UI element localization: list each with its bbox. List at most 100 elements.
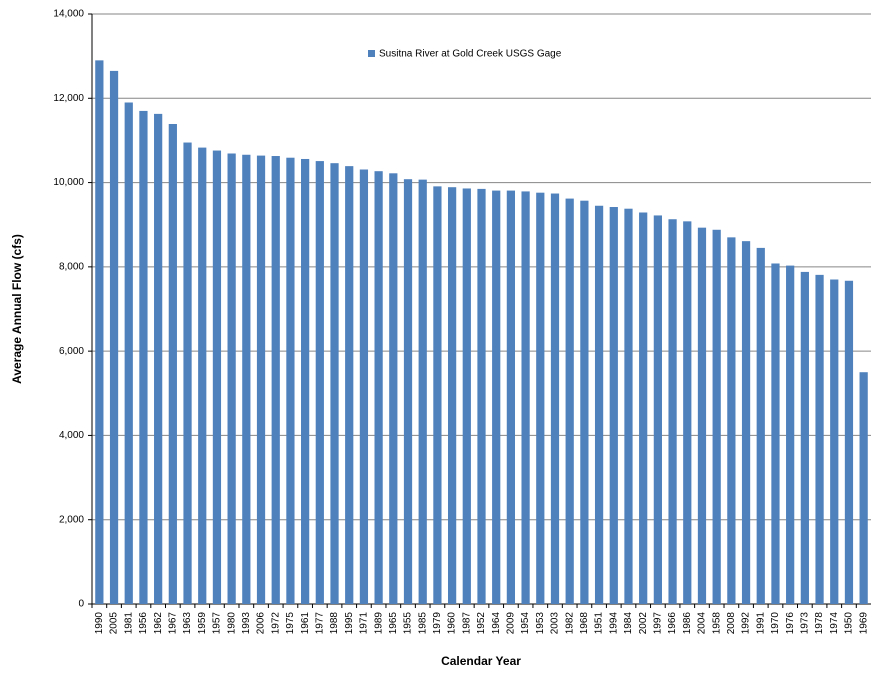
x-tick-label: 1957 [212, 612, 223, 635]
x-tick-label: 1995 [344, 612, 355, 635]
y-tick-label: 6,000 [59, 346, 84, 357]
bar [815, 274, 824, 604]
x-tick-label: 1959 [197, 612, 208, 635]
x-tick-label: 1976 [785, 612, 796, 635]
legend-label: Susitna River at Gold Creek USGS Gage [379, 49, 562, 60]
bar [653, 215, 662, 604]
bar [95, 60, 104, 605]
x-tick-label: 1986 [682, 612, 693, 635]
bar [433, 186, 442, 604]
bar [565, 198, 574, 605]
bar [124, 102, 133, 604]
bar [609, 207, 618, 604]
x-tick-label: 1972 [270, 612, 281, 635]
bar [536, 192, 545, 604]
bar [139, 110, 148, 604]
x-tick-label: 1981 [123, 612, 134, 635]
bar [492, 190, 501, 605]
x-tick-label: 1978 [814, 612, 825, 635]
x-tick-label: 2009 [506, 612, 517, 635]
x-tick-label: 1990 [94, 612, 105, 635]
bar [800, 271, 809, 604]
bar [447, 187, 457, 604]
y-tick-label: 14,000 [53, 9, 84, 20]
bar [345, 166, 354, 604]
bar [359, 169, 369, 604]
x-tick-label: 2004 [697, 612, 708, 635]
bar [683, 221, 692, 605]
x-tick-label: 1964 [491, 612, 502, 635]
bar [859, 372, 868, 604]
x-tick-label: 1979 [432, 612, 443, 635]
bar [580, 200, 589, 604]
bar [727, 237, 736, 604]
bar [154, 113, 163, 604]
x-axis-title: Calendar Year [441, 654, 521, 668]
x-tick-label: 1992 [741, 612, 752, 635]
x-tick-label: 1971 [359, 612, 370, 635]
bar [315, 161, 324, 605]
bar [330, 163, 339, 604]
bar [786, 265, 795, 604]
bar [286, 157, 295, 604]
bar [697, 227, 707, 604]
bar [301, 158, 310, 604]
bar [756, 247, 765, 604]
y-tick-label: 4,000 [59, 430, 84, 441]
bar [242, 154, 251, 604]
x-tick-label: 1991 [755, 612, 766, 635]
x-tick-label: 2005 [109, 612, 120, 635]
x-tick-label: 1962 [153, 612, 164, 635]
x-tick-label: 1988 [329, 612, 340, 635]
x-tick-label: 1963 [182, 612, 193, 635]
x-tick-label: 1994 [608, 612, 619, 635]
bar [550, 193, 560, 604]
bar [639, 212, 648, 604]
x-tick-label: 1951 [594, 612, 605, 635]
legend-swatch [368, 50, 375, 57]
bar [389, 173, 398, 605]
y-tick-label: 0 [78, 599, 84, 610]
bar [462, 188, 471, 604]
bar [506, 190, 516, 605]
x-tick-label: 2002 [638, 612, 649, 635]
x-tick-label: 1968 [579, 612, 590, 635]
bar [198, 147, 207, 605]
bar [183, 142, 192, 605]
x-tick-label: 1967 [167, 612, 178, 635]
x-tick-label: 1958 [711, 612, 722, 635]
bar [168, 123, 177, 604]
bar [830, 279, 839, 604]
x-tick-label: 1973 [799, 612, 810, 635]
y-axis-title: Average Annual Flow (cfs) [10, 234, 24, 384]
y-tick-label: 12,000 [53, 93, 84, 104]
bar [668, 219, 677, 604]
bar [271, 156, 280, 604]
x-tick-label: 1997 [653, 612, 664, 635]
x-tick-label: 1975 [285, 612, 296, 635]
x-tick-label: 1970 [770, 612, 781, 635]
x-tick-label: 1974 [829, 612, 840, 635]
x-tick-label: 1993 [241, 612, 252, 635]
bar [256, 155, 266, 604]
x-tick-label: 1982 [564, 612, 575, 635]
bar [741, 241, 751, 604]
x-tick-label: 1977 [314, 612, 325, 635]
bar [418, 179, 427, 604]
x-tick-label: 1956 [138, 612, 149, 635]
bar [374, 171, 383, 604]
x-tick-label: 1987 [461, 612, 472, 635]
bar [712, 229, 721, 604]
bar [594, 205, 604, 604]
x-tick-label: 1969 [858, 612, 869, 635]
x-tick-label: 1985 [417, 612, 428, 635]
bar [403, 179, 413, 604]
x-tick-label: 2008 [726, 612, 737, 635]
bar [109, 70, 119, 604]
bar [477, 188, 486, 604]
y-tick-label: 10,000 [53, 177, 84, 188]
x-tick-label: 1955 [403, 612, 414, 635]
x-tick-label: 1966 [667, 612, 678, 635]
x-tick-label: 1965 [388, 612, 399, 635]
